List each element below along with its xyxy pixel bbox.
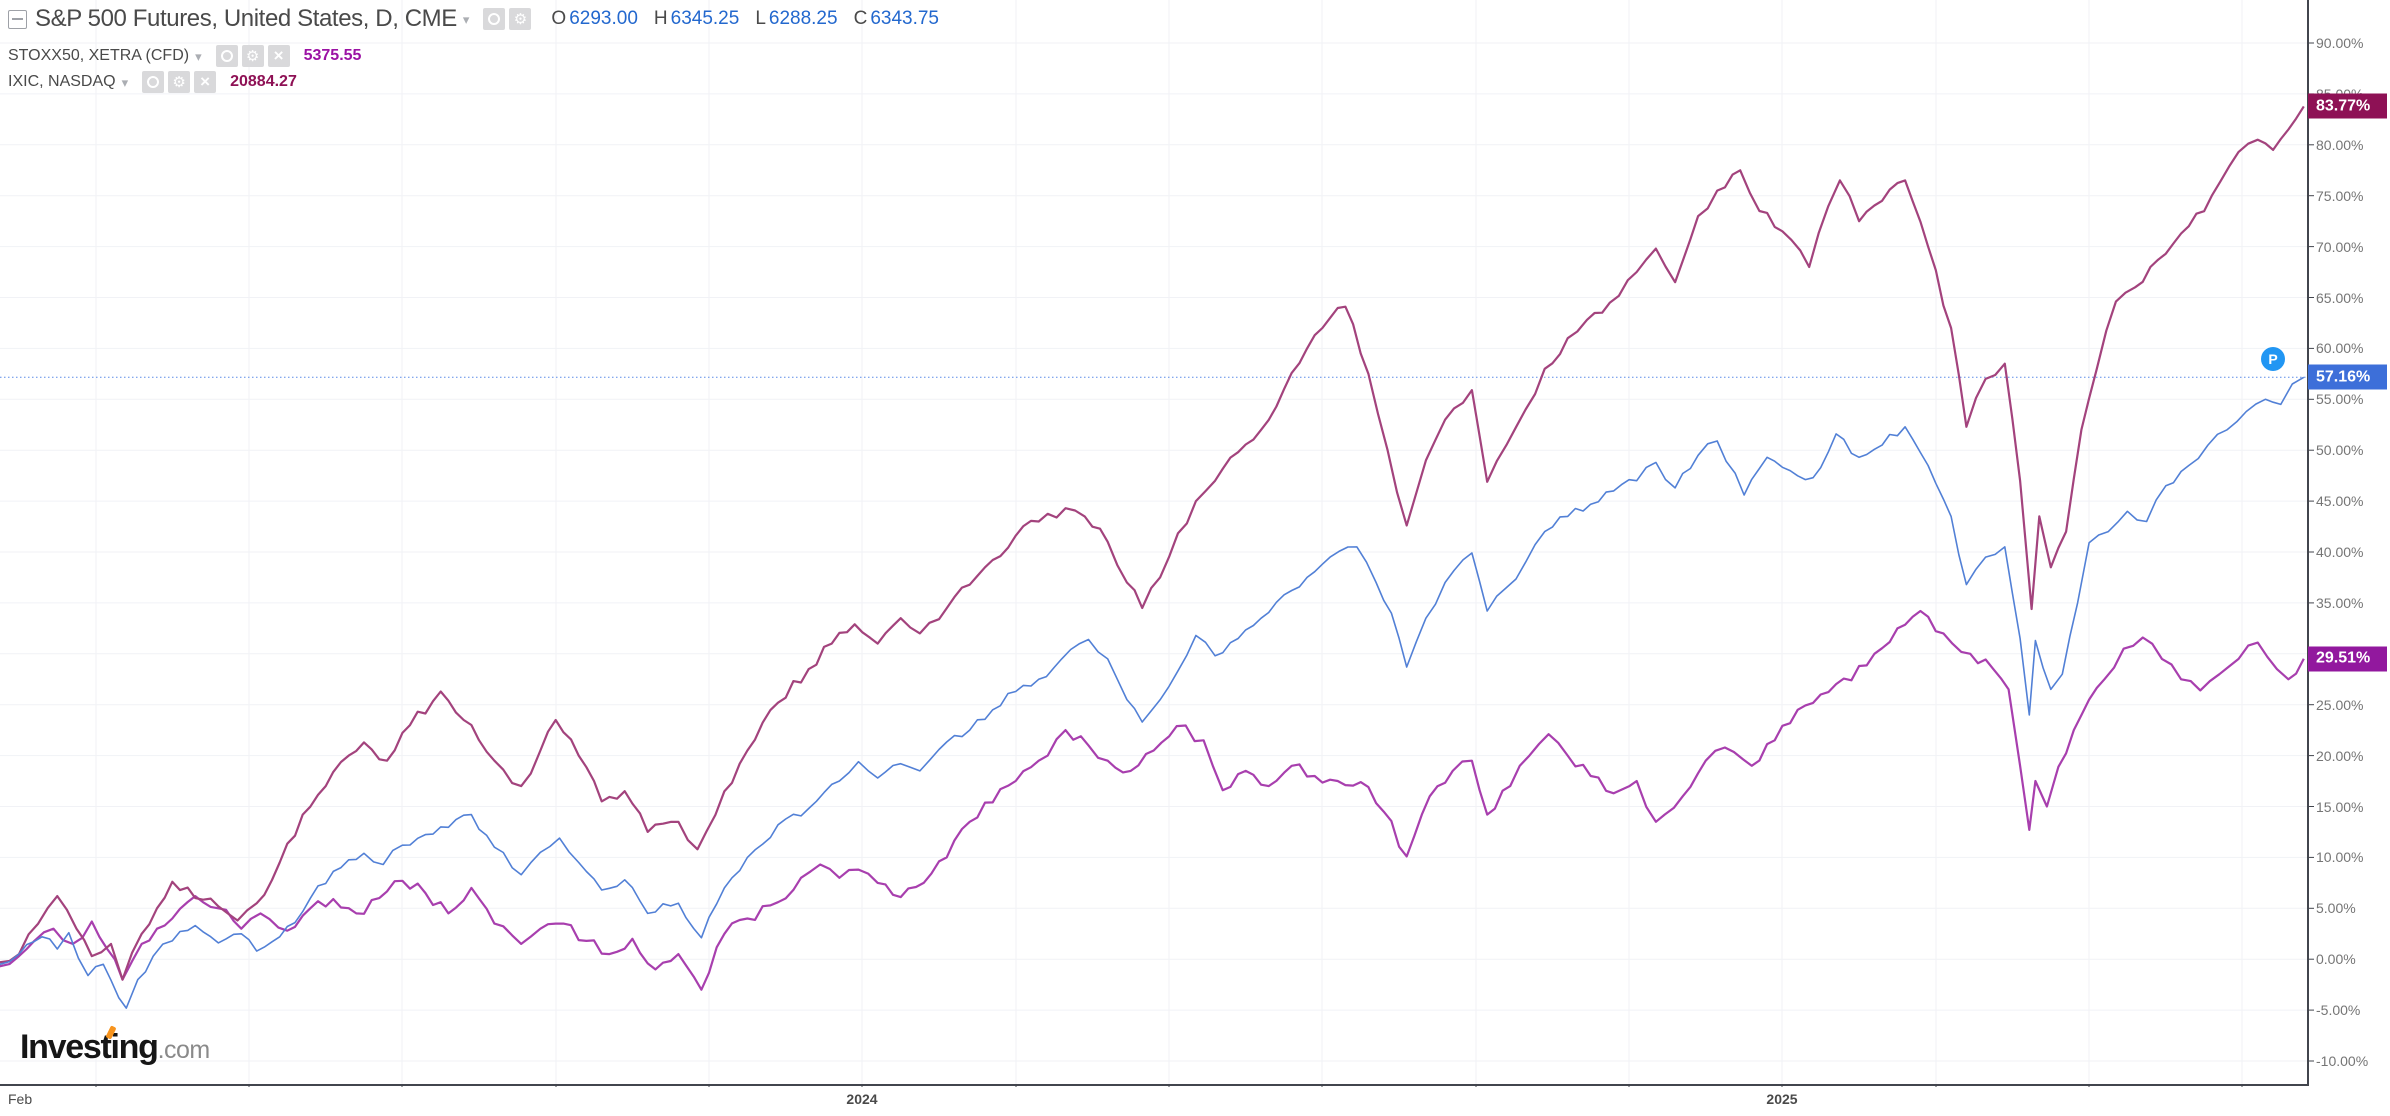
gear-icon: ⚙ (513, 11, 528, 28)
ohlc-letter: C (853, 8, 868, 29)
overlay-symbol-ixic[interactable]: IXIC, NASDAQ (8, 73, 116, 90)
ohlc-values: O 6293.00 H 6345.25 L 6288.25 C 6343.75 (551, 8, 939, 30)
legend-overlay-row-stoxx50: STOXX50, XETRA (CFD) ▾ ⚙ × 5375.55 (8, 44, 361, 68)
price-badge: 57.16% (2308, 364, 2387, 390)
settings-icon-button[interactable]: ⚙ (241, 45, 264, 67)
source-icon-button[interactable] (483, 8, 506, 30)
investing-logo[interactable]: Investing .com (20, 1025, 211, 1066)
x-axis-label: 2024 (846, 1091, 878, 1107)
y-axis-label: 75.00% (2316, 187, 2364, 204)
x-axis-label: Feb (8, 1091, 33, 1107)
logo-suffix: .com (157, 1036, 211, 1064)
overlay-symbol-stoxx50[interactable]: STOXX50, XETRA (CFD) (8, 47, 190, 64)
price-axis[interactable]: 90.00%85.00%80.00%75.00%70.00%65.00%60.0… (2308, 0, 2390, 1085)
settings-icon-button[interactable]: ⚙ (168, 71, 191, 93)
y-axis-label: 60.00% (2316, 340, 2364, 357)
ohlc-value: 6345.25 (670, 8, 740, 29)
time-axis[interactable]: Feb 2024 2025 (0, 1087, 2390, 1116)
legend-overlay-row-ixic: IXIC, NASDAQ ▾ ⚙ × 20884.27 (8, 70, 297, 94)
collapse-legend-icon[interactable] (8, 9, 27, 29)
ring-icon (220, 50, 233, 62)
main-symbol-title[interactable]: S&P 500 Futures, United States, D, CME (35, 5, 457, 32)
source-icon-button[interactable] (142, 71, 165, 93)
settings-icon-button[interactable]: ⚙ (509, 8, 532, 30)
ring-icon (147, 76, 160, 88)
close-icon: × (273, 46, 284, 65)
ohlc-letter: L (755, 8, 766, 29)
close-icon: × (200, 72, 211, 91)
remove-overlay-button[interactable]: × (267, 45, 290, 67)
y-axis-label: 50.00% (2316, 442, 2364, 459)
ohlc-letter: O (551, 8, 567, 29)
y-axis-label: 0.00% (2316, 951, 2356, 968)
y-axis-label: 45.00% (2316, 493, 2364, 510)
ring-icon (488, 13, 501, 25)
price-badge: 29.51% (2308, 646, 2387, 672)
publish-marker-button[interactable]: P (2261, 347, 2285, 371)
y-axis-label: 70.00% (2316, 238, 2364, 255)
y-axis-label: 5.00% (2316, 900, 2356, 917)
y-axis-label: 80.00% (2316, 136, 2364, 153)
y-axis-label: 90.00% (2316, 35, 2364, 51)
remove-overlay-button[interactable]: × (194, 71, 217, 93)
gear-icon: ⚙ (245, 48, 260, 65)
y-axis-label: 10.00% (2316, 849, 2364, 866)
y-axis-label: -10.00% (2316, 1053, 2369, 1069)
chevron-down-icon[interactable]: ▾ (462, 12, 470, 27)
y-axis-label: 20.00% (2316, 747, 2364, 764)
y-axis-label: 35.00% (2316, 594, 2364, 611)
y-axis-label: 55.00% (2316, 391, 2364, 408)
chevron-down-icon[interactable]: ▾ (195, 49, 202, 64)
y-axis-label: 15.00% (2316, 798, 2364, 815)
gear-icon: ⚙ (172, 74, 186, 91)
ohlc-letter: H (653, 8, 668, 29)
y-axis-label: 65.00% (2316, 289, 2364, 306)
chevron-down-icon[interactable]: ▾ (121, 75, 129, 90)
ohlc-value: 6288.25 (768, 8, 838, 29)
ohlc-value: 6343.75 (870, 8, 939, 29)
overlay-value-ixic: 20884.27 (230, 73, 297, 90)
y-axis-label: 25.00% (2316, 696, 2364, 713)
logo-text: Investing (20, 1028, 159, 1066)
y-axis-label: 40.00% (2316, 544, 2364, 560)
price-badge: 83.77% (2308, 93, 2387, 119)
source-icon-button[interactable] (215, 45, 238, 67)
legend-main-row: S&P 500 Futures, United States, D, CME ▾… (8, 5, 939, 33)
overlay-value-stoxx50: 5375.55 (303, 47, 362, 64)
x-axis-label: 2025 (1766, 1091, 1798, 1107)
y-axis-label: -5.00% (2316, 1002, 2361, 1019)
ohlc-value: 6293.00 (569, 8, 638, 29)
